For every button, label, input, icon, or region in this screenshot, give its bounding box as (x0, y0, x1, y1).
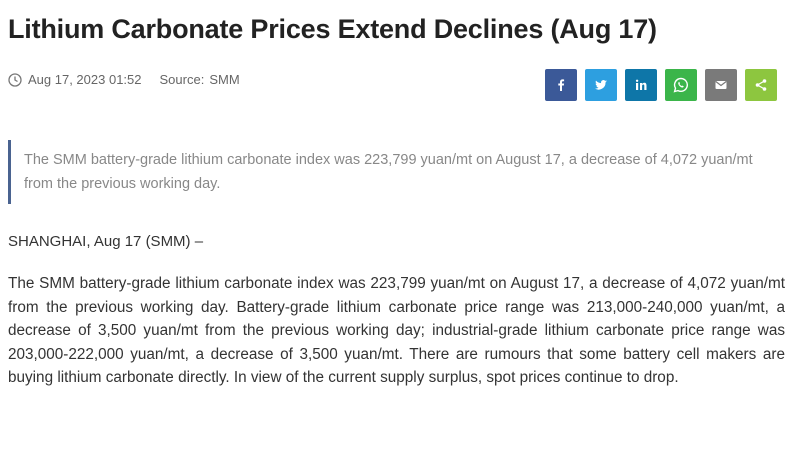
article-summary: The SMM battery-grade lithium carbonate … (8, 140, 784, 204)
share-facebook[interactable] (545, 69, 577, 101)
dateline: SHANGHAI, Aug 17 (SMM) – (8, 233, 204, 250)
share-linkedin[interactable] (625, 69, 657, 101)
source-name: SMM (209, 72, 240, 87)
source-label: Source: (159, 72, 205, 87)
publish-date: Aug 17, 2023 01:52 (28, 72, 142, 87)
share-twitter[interactable] (585, 69, 617, 101)
clock-icon (8, 72, 22, 87)
source: Source: SMM (160, 72, 240, 87)
share-whatsapp[interactable] (665, 69, 697, 101)
share-buttons (545, 69, 785, 101)
article-meta: Aug 17, 2023 01:52 Source: SMM (8, 72, 240, 87)
share-more[interactable] (745, 69, 777, 101)
article-title: Lithium Carbonate Prices Extend Declines… (8, 14, 657, 44)
article-body: The SMM battery-grade lithium carbonate … (8, 275, 785, 386)
share-email[interactable] (705, 69, 737, 101)
